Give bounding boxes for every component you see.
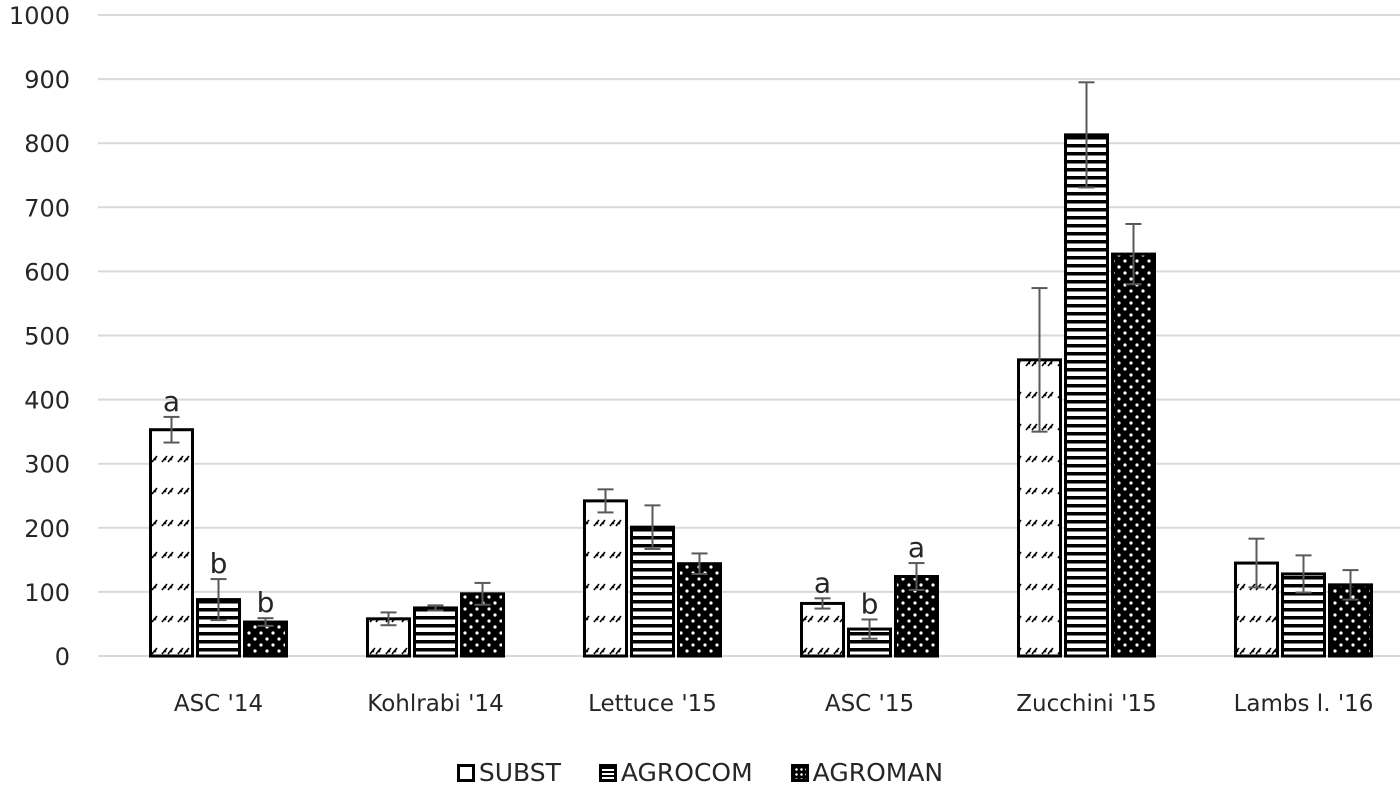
y-tick-label: 200	[24, 515, 70, 543]
error-bars	[163, 81, 1359, 640]
significance-letter: b	[210, 547, 228, 580]
bar-subst	[583, 499, 628, 658]
legend-item-agrocom: AGROCOM	[598, 758, 753, 787]
gridlines	[98, 14, 1400, 657]
bar-agrocom	[413, 606, 458, 658]
y-tick-label: 1000	[9, 2, 70, 30]
significance-letter: a	[908, 531, 925, 564]
x-axis-categories: ASC '14 Kohlrabi '14 Lettuce '15 ASC '15 Zuc…	[174, 691, 1374, 717]
y-tick-label: 600	[24, 258, 70, 286]
bar-subst	[149, 428, 194, 658]
y-tick-label: 700	[24, 194, 70, 222]
x-category-label: Zucchini '15	[1016, 691, 1156, 717]
x-category-label: Kohlrabi '14	[367, 691, 503, 717]
y-tick-label: 900	[24, 66, 70, 94]
agrocom-swatch-icon	[598, 763, 617, 782]
y-tick-label: 500	[24, 323, 70, 351]
legend-label: AGROMAN	[812, 758, 944, 787]
bar-agrocom	[1064, 133, 1109, 658]
agroman-swatch-icon	[790, 763, 809, 782]
significance-letter: b	[861, 587, 879, 620]
legend: SUBST AGROCOM AGROMAN	[0, 758, 1400, 787]
legend-label: SUBST	[478, 758, 561, 787]
x-category-label: Lambs l. '16	[1234, 691, 1374, 717]
y-axis-ticks: 0 100 200 300 400 500 600 700 800 900 1000	[9, 2, 70, 671]
x-category-label: Lettuce '15	[588, 691, 717, 717]
bar-agroman	[1111, 252, 1156, 658]
y-tick-label: 0	[55, 643, 70, 671]
x-category-label: ASC '14	[174, 691, 263, 717]
bar-agroman	[243, 620, 288, 658]
bars	[149, 133, 1373, 658]
legend-item-agroman: AGROMAN	[790, 758, 944, 787]
legend-label: AGROCOM	[620, 758, 753, 787]
y-tick-label: 300	[24, 451, 70, 479]
y-tick-label: 100	[24, 579, 70, 607]
bar-agroman	[677, 562, 722, 658]
x-category-label: ASC '15	[825, 691, 914, 717]
y-tick-label: 800	[24, 130, 70, 158]
significance-letter: a	[163, 385, 180, 418]
legend-item-subst: SUBST	[456, 758, 561, 787]
significance-letter: b	[257, 586, 275, 619]
bar-subst	[800, 601, 845, 658]
y-tick-label: 400	[24, 387, 70, 415]
significance-letter: a	[814, 566, 831, 599]
subst-swatch-icon	[456, 763, 475, 782]
